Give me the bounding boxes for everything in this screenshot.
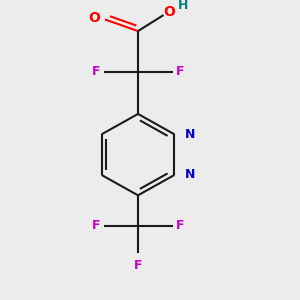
Text: N: N — [185, 169, 195, 182]
Text: H: H — [178, 0, 188, 12]
Text: F: F — [176, 65, 184, 78]
Text: F: F — [134, 259, 142, 272]
Text: F: F — [92, 219, 100, 232]
Text: F: F — [92, 65, 100, 78]
Text: N: N — [185, 128, 195, 141]
Text: O: O — [88, 11, 101, 25]
Text: O: O — [163, 4, 175, 19]
Text: F: F — [176, 219, 184, 232]
